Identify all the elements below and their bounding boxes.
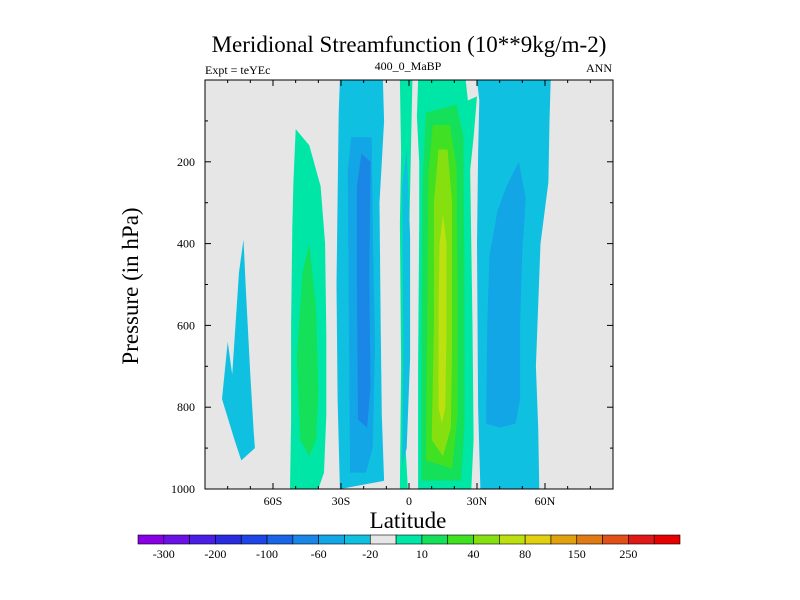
- y-tick-label: 800: [177, 400, 195, 414]
- colorbar-label: -60: [311, 547, 327, 561]
- colorbar-box-20: [653, 534, 681, 545]
- colorbar-label: -300: [153, 547, 175, 561]
- case-label: 400_0_MaBP: [375, 59, 442, 73]
- contour-region-14: [486, 161, 526, 428]
- colorbar-box-3: [215, 534, 242, 545]
- contour-region-2: [296, 243, 319, 457]
- experiment-label: Expt = teYEc: [205, 63, 270, 77]
- colorbar-box-4: [240, 534, 268, 545]
- colorbar-box-2: [189, 534, 216, 545]
- colorbar-label: 250: [619, 547, 637, 561]
- contour-region-7: [402, 149, 411, 465]
- x-tick-label: 30N: [467, 494, 488, 508]
- colorbar-box-0: [137, 534, 165, 545]
- y-axis-ticks: 200 400 600 800 1000: [171, 120, 613, 496]
- colorbar-box-18: [602, 534, 629, 545]
- season-label: ANN: [586, 61, 612, 75]
- colorbar-box-5: [266, 534, 294, 545]
- colorbar-label: -100: [256, 547, 278, 561]
- colorbar-box-9: [369, 534, 397, 545]
- colorbar-label: 40: [468, 547, 480, 561]
- contour-region-0: [222, 239, 255, 461]
- colorbar-box-16: [550, 534, 578, 545]
- x-tick-label: 60S: [264, 494, 283, 508]
- plot-area: 60S 30S 0 30N 60N 200 400 600 800 1000: [171, 79, 614, 508]
- colorbar-box-6: [292, 534, 319, 545]
- colorbar-box-12: [447, 534, 474, 545]
- x-axis-ticks: 60S 30S 0 30N 60N: [227, 80, 591, 508]
- colorbar-box-1: [163, 534, 190, 545]
- colorbar-box-8: [344, 534, 371, 545]
- chart-title: Meridional Streamfunction (10**9kg/m-2): [212, 32, 607, 57]
- colorbar-label: 80: [519, 547, 531, 561]
- y-tick-label: 200: [177, 155, 195, 169]
- colorbar-label: 10: [416, 547, 428, 561]
- contour-region-12: [438, 215, 447, 424]
- contour-region-5: [356, 153, 371, 428]
- colorbar-box-15: [524, 534, 552, 545]
- x-tick-label: 30S: [332, 494, 351, 508]
- y-tick-label: 1000: [171, 482, 195, 496]
- y-tick-label: 600: [177, 318, 195, 332]
- y-axis-title: Pressure (in hPa): [118, 207, 143, 364]
- x-tick-label: 0: [406, 494, 412, 508]
- colorbar-box-19: [628, 534, 655, 545]
- colorbar-label: 150: [568, 547, 586, 561]
- colorbar-box-10: [395, 534, 423, 545]
- colorbar-box-13: [473, 534, 500, 545]
- colorbar-box-11: [421, 534, 449, 545]
- colorbar-box-7: [318, 534, 345, 545]
- contour-fill-layer: [222, 80, 551, 489]
- x-axis-title: Latitude: [370, 508, 447, 533]
- colorbar-box-14: [499, 534, 526, 545]
- colorbar-label: -200: [204, 547, 226, 561]
- colorbar-label: -20: [362, 547, 378, 561]
- colorbar-box-17: [576, 534, 603, 545]
- y-tick-label: 400: [177, 237, 195, 251]
- colorbar: -300 -200 -100 -60 -20 10 40 80 150 250: [137, 534, 681, 561]
- x-tick-label: 60N: [535, 494, 556, 508]
